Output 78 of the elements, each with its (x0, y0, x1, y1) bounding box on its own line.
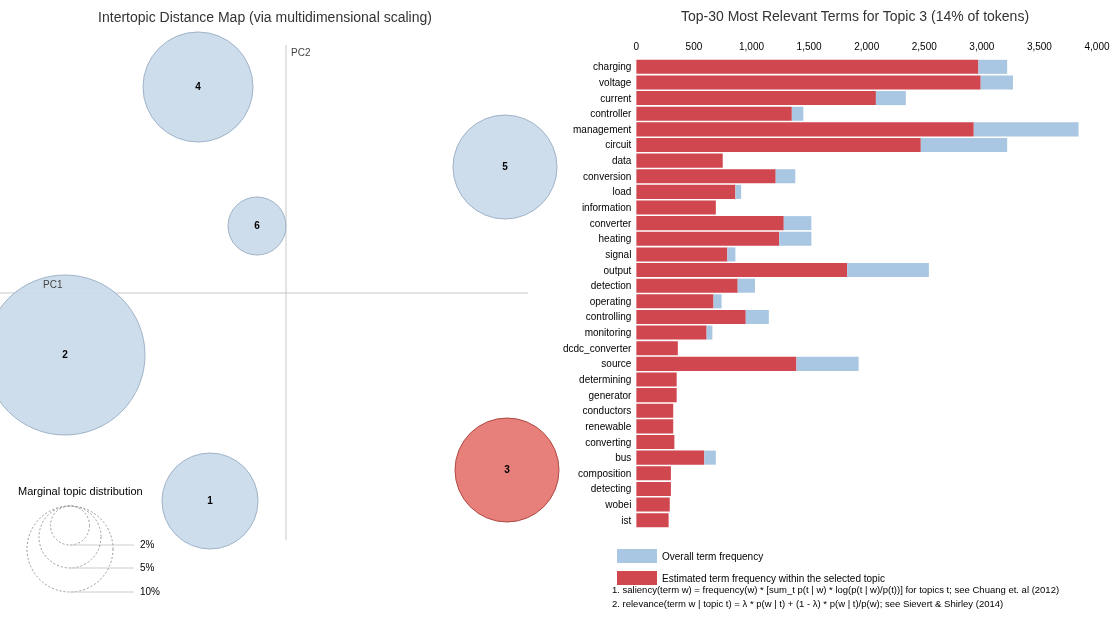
y-tick-label: data (611, 155, 632, 167)
text: 6 (254, 219, 261, 231)
y-tick-label: converter (589, 217, 633, 229)
y-tick-label: circuit (605, 139, 632, 151)
y-tick-label: detection (590, 280, 632, 292)
y-tick-label: detecting (590, 483, 632, 495)
x-tick-label: 4,000 (1084, 40, 1110, 52)
text: 2. relevance(term w | topic t) = λ * p(w | t) + (1 - λ) * p(w | t)/p(w); see Sievert & Shirley (2014) (612, 597, 1004, 609)
y-tick-label: controlling (585, 311, 632, 323)
y-tick-label: signal (605, 248, 632, 260)
text: 2 (62, 348, 69, 360)
text: PC1 (43, 278, 63, 290)
bar (636, 263, 848, 278)
y-tick-label: charging (593, 61, 632, 73)
y-tick-label: dcdc_converter (562, 342, 633, 354)
text: 10% (140, 585, 161, 597)
legend-title: Marginal topic distribution (18, 484, 143, 497)
x-tick-label: 3,000 (969, 40, 995, 52)
bar (847, 263, 929, 278)
x-tick-label: 500 (685, 40, 703, 52)
x-tick-label: 3,500 (1026, 40, 1053, 52)
y-tick-label: renewable (585, 420, 632, 432)
bar (783, 216, 812, 231)
bar (636, 309, 746, 324)
bar (737, 278, 755, 293)
bar (779, 231, 812, 246)
text: Intertopic Distance Map (via multidimensional scaling) (98, 8, 432, 25)
y-tick-label: source (601, 358, 632, 370)
bar (796, 356, 859, 371)
bar (735, 184, 742, 199)
text: 3 (504, 463, 511, 475)
bar (636, 137, 921, 153)
text: 1 (207, 494, 214, 506)
bar (636, 434, 675, 450)
text: PC2 (291, 46, 311, 58)
y-tick-label: current (600, 92, 632, 104)
y-tick-label: load (612, 186, 632, 198)
bar (775, 169, 796, 184)
x-tick-label: 1,500 (796, 40, 823, 52)
y-tick-label: operating (589, 295, 632, 307)
x-tick-label: 2,500 (911, 40, 938, 52)
text: 5% (140, 561, 155, 573)
bar (636, 481, 671, 496)
bar (973, 122, 1079, 137)
bar (791, 106, 804, 121)
x-tick-label: 2,000 (854, 40, 880, 52)
bar (920, 137, 1008, 153)
x-tick-label: 0 (633, 40, 640, 52)
text: 5 (502, 160, 509, 172)
text: 4 (195, 80, 202, 92)
y-tick-label: voltage (599, 76, 632, 88)
bar (727, 247, 736, 262)
x-tick-label: 1,000 (739, 40, 765, 52)
legend-label: Estimated term frequency within the selected topic (662, 572, 885, 584)
text: 1. saliency(term w) = frequency(w) * [sum_t p(t | w) * log(p(t | w)/p(t))] for topics t; see Chuang et. al (2012) (612, 583, 1060, 595)
y-tick-label: wobei (604, 499, 632, 511)
y-tick-label: management (572, 123, 632, 135)
text: 2% (140, 538, 155, 550)
y-tick-label: determining (579, 373, 632, 385)
chart-title: Top-30 Most Relevant Terms for Topic 3 (14% of tokens) (680, 8, 1030, 24)
y-tick-label: generator (588, 389, 633, 401)
bar (875, 91, 906, 106)
y-tick-label: heating (598, 233, 632, 245)
y-tick-label: converting (585, 436, 632, 448)
bar (704, 450, 716, 465)
y-tick-label: ist (621, 514, 632, 526)
y-tick-label: output (603, 264, 632, 276)
bar (713, 294, 722, 309)
bar (745, 309, 769, 324)
y-tick-label: information (581, 202, 632, 214)
y-tick-label: composition (578, 467, 632, 479)
y-tick-label: bus (615, 452, 632, 464)
bar (636, 91, 876, 106)
legend-label: Overall term frequency (662, 550, 764, 562)
y-tick-label: conversion (583, 170, 632, 182)
y-tick-label: monitoring (584, 327, 632, 339)
y-tick-label: controller (590, 108, 633, 120)
y-tick-label: conductors (582, 405, 632, 417)
